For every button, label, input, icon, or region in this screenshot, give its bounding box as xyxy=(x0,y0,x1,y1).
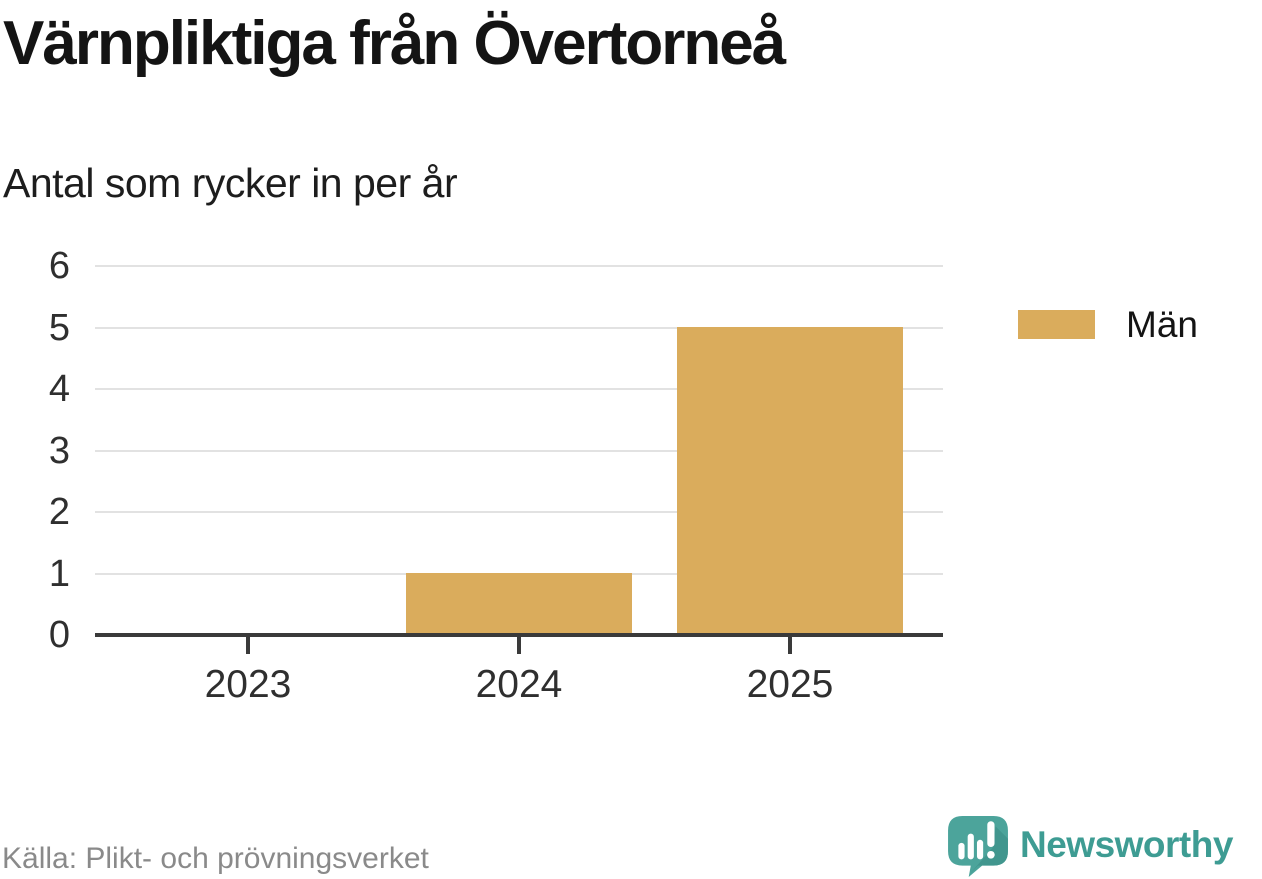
y-axis-tick-label: 6 xyxy=(48,245,70,287)
bar-män-2024 xyxy=(406,573,632,635)
x-axis-tick-label: 2023 xyxy=(204,663,292,706)
gridline-y-4 xyxy=(95,388,943,390)
y-axis-tick-label: 5 xyxy=(48,306,70,349)
gridline-y-6 xyxy=(95,265,943,267)
y-axis-tick-label: 3 xyxy=(48,429,70,472)
y-axis-tick-label: 1 xyxy=(48,552,70,595)
newsworthy-speech-bubble-icon xyxy=(948,816,1008,877)
newsworthy-wordmark: Newsworthy xyxy=(1020,824,1233,865)
y-axis-tick-label: 0 xyxy=(48,614,70,656)
x-axis-tick-2025 xyxy=(788,637,792,654)
x-axis-tick-2023 xyxy=(246,637,250,654)
chart-title: Värnpliktiga från Övertorneå xyxy=(3,9,786,78)
y-axis-tick-label: 4 xyxy=(48,368,70,410)
newsworthy-logo: Newsworthy xyxy=(947,815,1233,878)
x-axis-line xyxy=(95,633,943,637)
chart-legend: Män xyxy=(1018,306,1198,343)
gridline-y-5 xyxy=(95,326,943,329)
y-axis-tick-label: 2 xyxy=(48,491,70,533)
x-axis-tick-label: 2024 xyxy=(475,663,563,706)
x-axis-tick-2024 xyxy=(517,637,521,654)
source-attribution: Källa: Plikt- och prövningsverket xyxy=(2,842,429,875)
x-axis-tick-label: 2025 xyxy=(746,663,834,706)
legend-label: Män xyxy=(1126,304,1198,345)
gridline-y-3 xyxy=(95,449,943,452)
bar-män-2025 xyxy=(677,327,903,635)
legend-item: Män xyxy=(1018,306,1198,343)
gridline-y-2 xyxy=(95,511,943,513)
legend-swatch-man xyxy=(1018,310,1095,339)
chart-subtitle: Antal som rycker in per år xyxy=(3,160,458,206)
